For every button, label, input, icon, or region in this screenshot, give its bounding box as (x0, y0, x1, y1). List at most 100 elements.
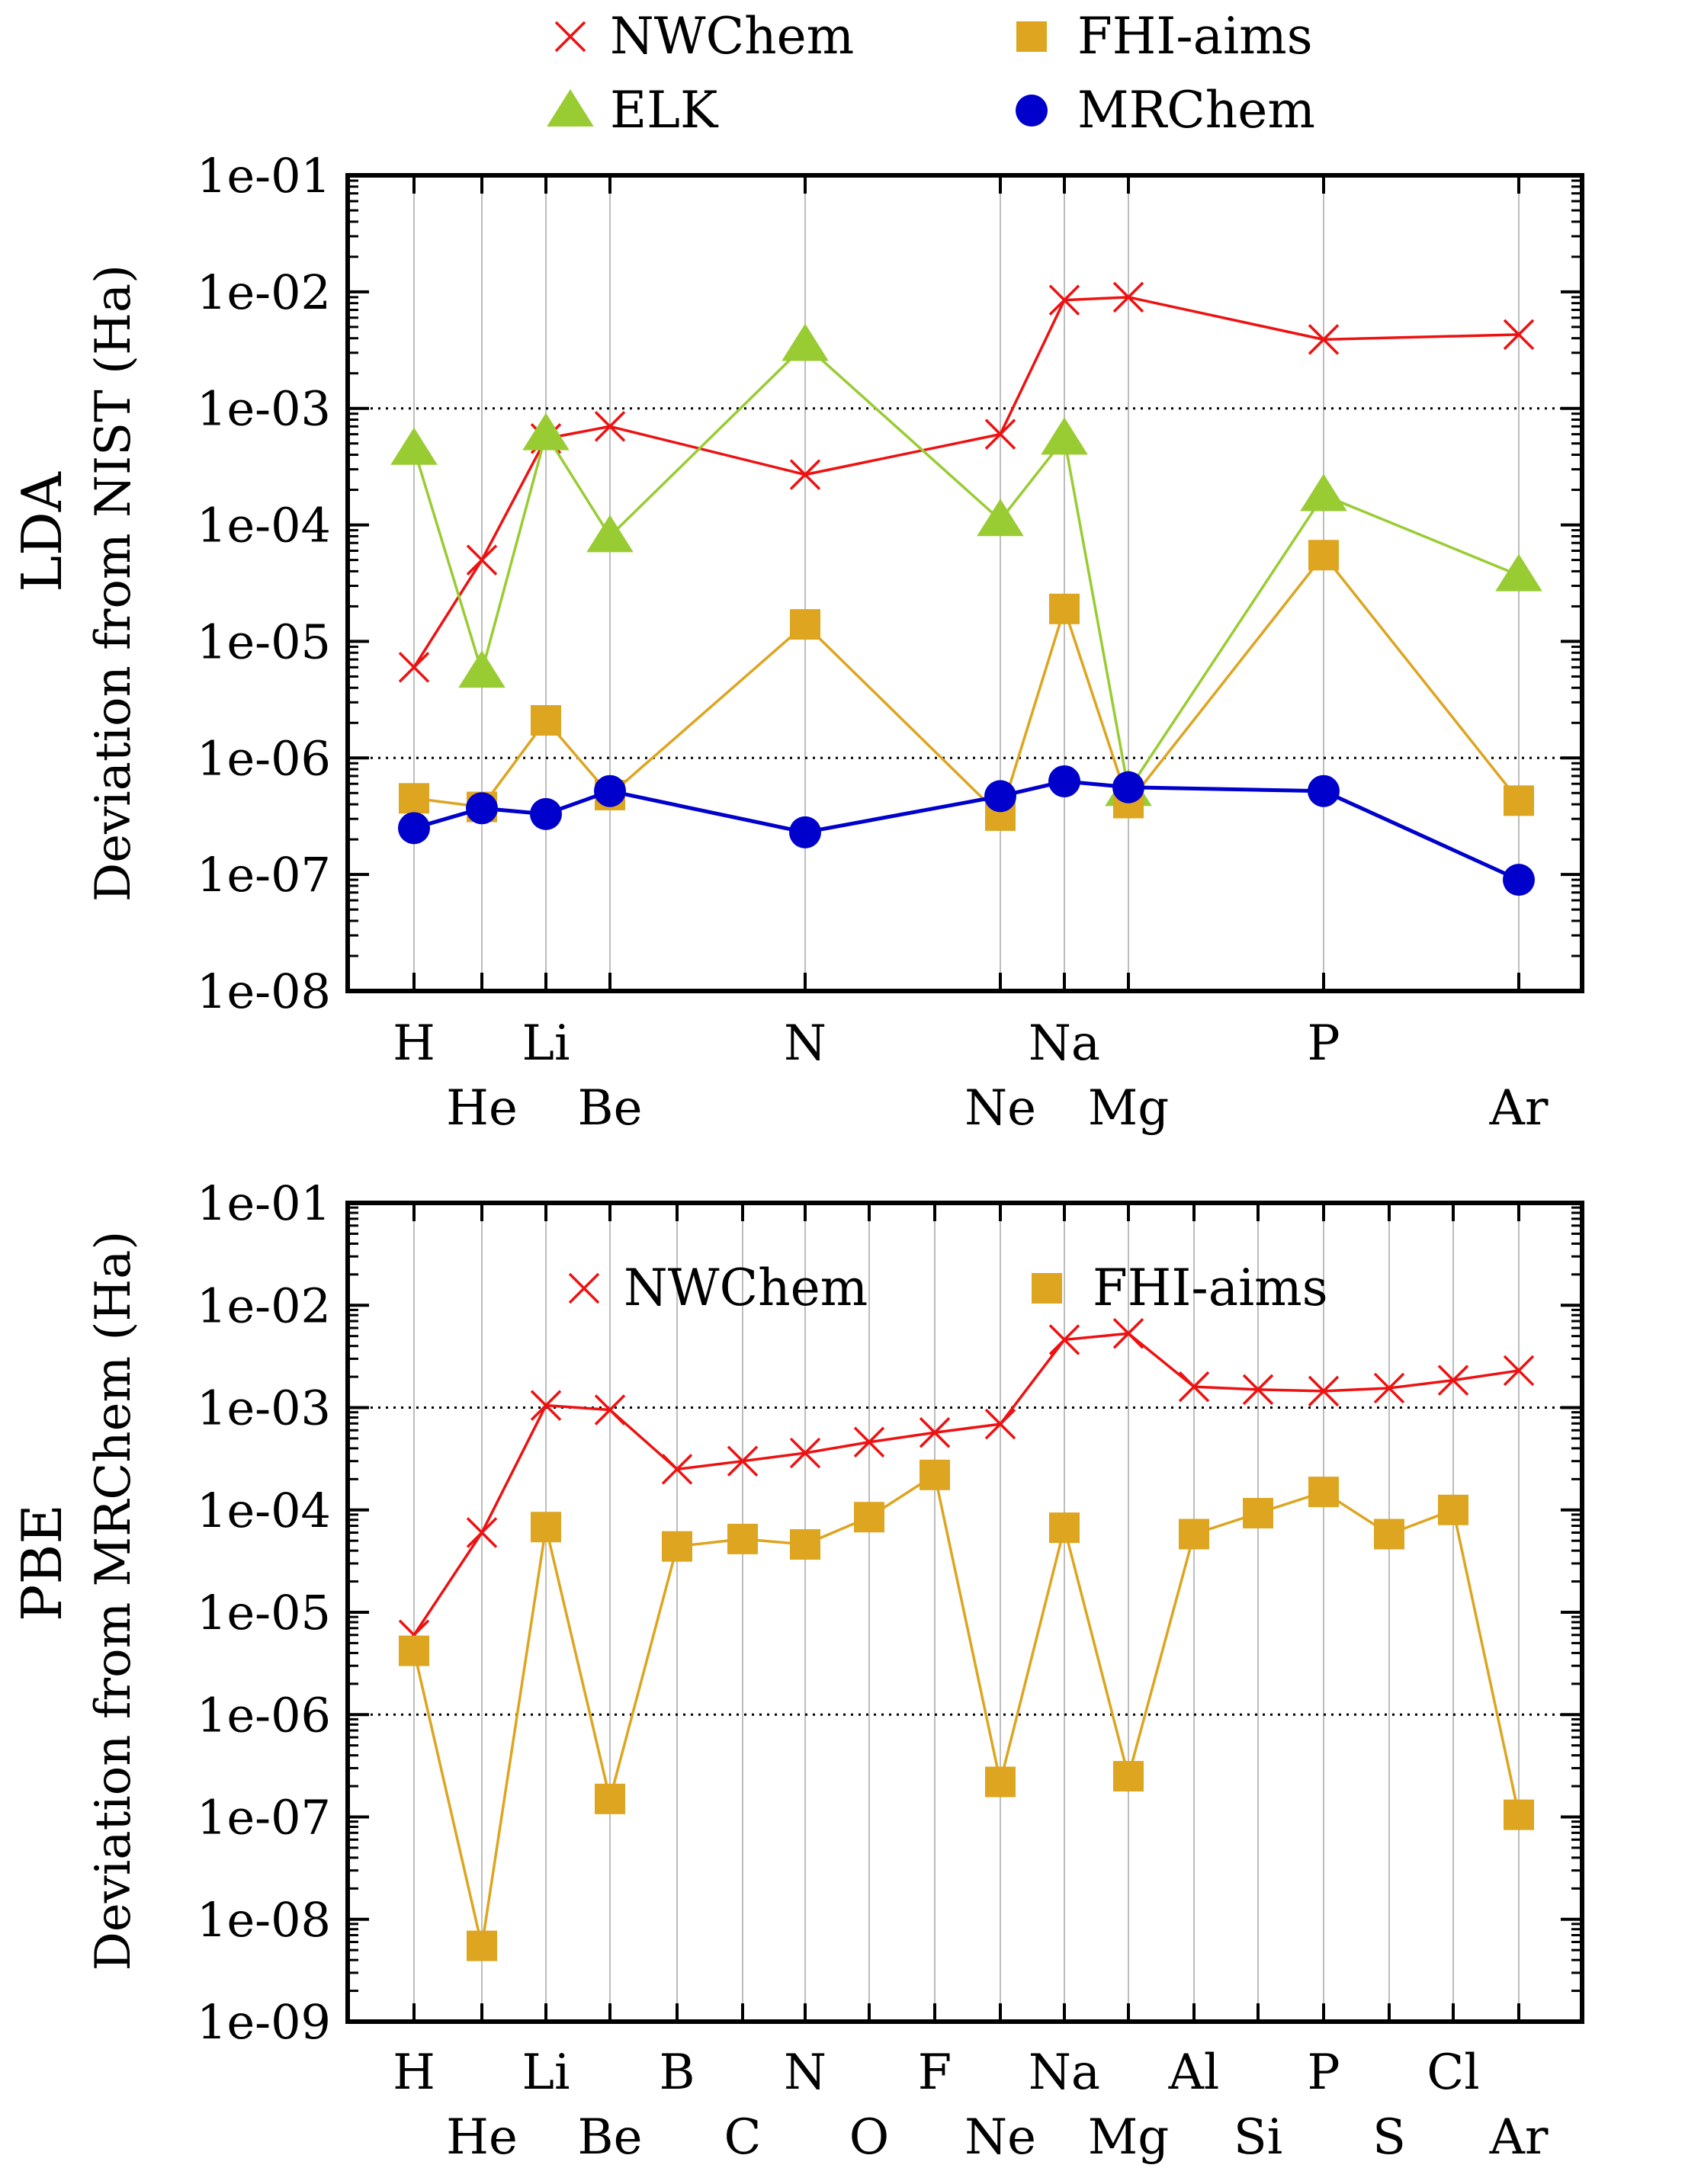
pbe-nwchem-point-he (466, 1517, 498, 1548)
lda-legend-marker-fhi-aims (1016, 21, 1047, 52)
pbe-nwchem-point-p (1308, 1375, 1340, 1407)
pbe-nwchem-point-cl (1437, 1365, 1469, 1396)
pbe-fhi-aims-point-al (1179, 1519, 1209, 1550)
lda-elk-point-na (1041, 417, 1088, 455)
lda-x-tick-label-p: P (1307, 1015, 1340, 1072)
pbe-fhi-aims-point-he (467, 1930, 497, 1961)
lda-y-tick-label: 1e-01 (197, 148, 331, 204)
pbe-nwchem-point-li (530, 1390, 562, 1421)
pbe-y-tick-label: 1e-01 (197, 1175, 331, 1231)
lda-fhi-aims-point-na (1049, 593, 1080, 624)
pbe-legend-marker-nwchem (568, 1272, 600, 1304)
lda-x-tick-label-he: He (446, 1080, 518, 1137)
pbe-x-tick-label-ar: Ar (1489, 2109, 1549, 2166)
pbe-series (398, 1318, 1535, 1961)
pbe-x-tick-label-al: Al (1168, 2044, 1220, 2101)
lda-mrchem-point-ne (984, 780, 1016, 813)
lda-elk-point-ne (977, 499, 1024, 537)
pbe-fhi-aims-point-h (399, 1635, 429, 1666)
lda-y-axis-label: Deviation from NIST (Ha) (85, 265, 142, 902)
lda-mrchem-point-na (1048, 765, 1080, 797)
pbe-x-tick-label-si: Si (1234, 2109, 1282, 2166)
lda-elk-point-he (458, 650, 505, 688)
lda-nwchem-point-he (466, 544, 498, 576)
pbe-y-tick-label: 1e-03 (197, 1381, 331, 1436)
lda-fhi-aims-point-ar (1504, 785, 1534, 816)
lda-nwchem-line (412, 296, 1520, 669)
pbe-x-tick-label-na: Na (1029, 2044, 1100, 2101)
lda-mrchem-point-h (398, 812, 430, 845)
pbe-y-tick-labels: 1e-09 1e-08 1e-07 1e-06 1e-05 1e-04 1e-03 1e-02… (197, 1175, 331, 2050)
pbe-legend-label-fhi-aims: FHI-aims (1093, 1259, 1328, 1317)
pbe-nwchem-point-be (594, 1394, 626, 1426)
pbe-legend-marker-fhi-aims (1032, 1273, 1062, 1304)
lda-nwchem-point-h (398, 652, 430, 683)
lda-y-tick-label: 1e-04 (197, 498, 331, 553)
pbe-fhi-aims-point-si (1243, 1497, 1273, 1528)
pbe-nwchem-point-mg (1112, 1318, 1144, 1349)
lda-y-tick-label: 1e-07 (197, 847, 331, 903)
pbe-nwchem-point-c (727, 1445, 759, 1477)
pbe-x-tick-label-c: C (724, 2109, 762, 2166)
pbe-x-tick-label-p: P (1307, 2044, 1340, 2101)
pbe-y-tick-label: 1e-09 (197, 1994, 331, 2050)
pbe-panel-label: PBE (10, 1504, 74, 1621)
pbe-x-tick-label-be: Be (578, 2109, 643, 2166)
lda-elk-point-be (586, 515, 634, 553)
pbe-nwchem-line (412, 1332, 1520, 1636)
lda-nwchem-point-ne (984, 419, 1016, 450)
pbe-fhi-aims-point-li (531, 1512, 561, 1543)
pbe-grid (413, 1203, 1520, 2022)
pbe-y-tick-label: 1e-08 (197, 1892, 331, 1948)
lda-mrchem-point-be (594, 775, 626, 807)
lda-y-tick-label: 1e-02 (197, 265, 331, 320)
pbe-y-tick-label: 1e-04 (197, 1483, 331, 1538)
pbe-y-tick-label: 1e-07 (197, 1790, 331, 1846)
pbe-fhi-aims-point-cl (1438, 1494, 1468, 1525)
pbe-y-tick-label: 1e-05 (197, 1585, 331, 1640)
pbe-panel: 1e-09 1e-08 1e-07 1e-06 1e-05 1e-04 1e-03 1e-02… (10, 1175, 1584, 2166)
lda-legend-label-fhi-aims: FHI-aims (1077, 7, 1313, 66)
pbe-fhi-aims-point-f (920, 1459, 950, 1490)
lda-legend-marker-nwchem (554, 21, 586, 53)
lda-fhi-aims-point-n (790, 609, 820, 640)
pbe-legend: NWChem FHI-aims (568, 1259, 1328, 1317)
lda-elk-point-li (522, 412, 570, 451)
lda-y-tick-label: 1e-05 (197, 614, 331, 669)
pbe-fhi-aims-point-ar (1504, 1799, 1534, 1830)
lda-mrchem-line (413, 779, 1520, 882)
lda-x-tick-label-be: Be (578, 1080, 643, 1137)
lda-elk-line (412, 343, 1520, 792)
lda-x-tick-label-ar: Ar (1489, 1080, 1549, 1137)
lda-x-tick-label-ne: Ne (964, 1080, 1036, 1137)
lda-elk-point-p (1300, 473, 1347, 512)
pbe-x-tick-label-mg: Mg (1088, 2109, 1170, 2166)
pbe-x-tick-label-f: F (918, 2044, 952, 2101)
pbe-nwchem-point-ar (1503, 1355, 1535, 1387)
pbe-nwchem-point-n (789, 1437, 821, 1469)
pbe-x-tick-label-b: B (659, 2044, 695, 2101)
lda-panel: 1e-08 1e-07 1e-06 1e-05 1e-04 1e-03 1e-02 1e-01… (10, 7, 1584, 1137)
lda-nwchem-point-p (1308, 324, 1340, 355)
lda-elk-point-h (390, 427, 438, 465)
pbe-nwchem-point-al (1178, 1371, 1210, 1403)
lda-fhi-aims-point-li (531, 705, 561, 736)
pbe-fhi-aims-point-o (854, 1502, 884, 1533)
lda-mrchem-point-n (789, 816, 821, 848)
lda-legend-marker-elk (547, 89, 594, 127)
lda-axis-ticks (348, 175, 1582, 991)
pbe-nwchem-point-f (919, 1417, 951, 1448)
lda-series (390, 281, 1542, 896)
lda-plot-frame (345, 173, 1584, 993)
pbe-nwchem-point-si (1242, 1374, 1274, 1406)
lda-legend: NWChem FHI-aims ELK MRChem (547, 7, 1315, 140)
pbe-axis-ticks (348, 1203, 1582, 2022)
lda-y-tick-label: 1e-06 (197, 730, 331, 786)
lda-x-tick-label-li: Li (522, 1015, 570, 1072)
lda-legend-label-mrchem: MRChem (1077, 81, 1315, 140)
pbe-x-tick-label-n: N (784, 2044, 826, 2101)
lda-x-tick-label-mg: Mg (1088, 1080, 1170, 1137)
